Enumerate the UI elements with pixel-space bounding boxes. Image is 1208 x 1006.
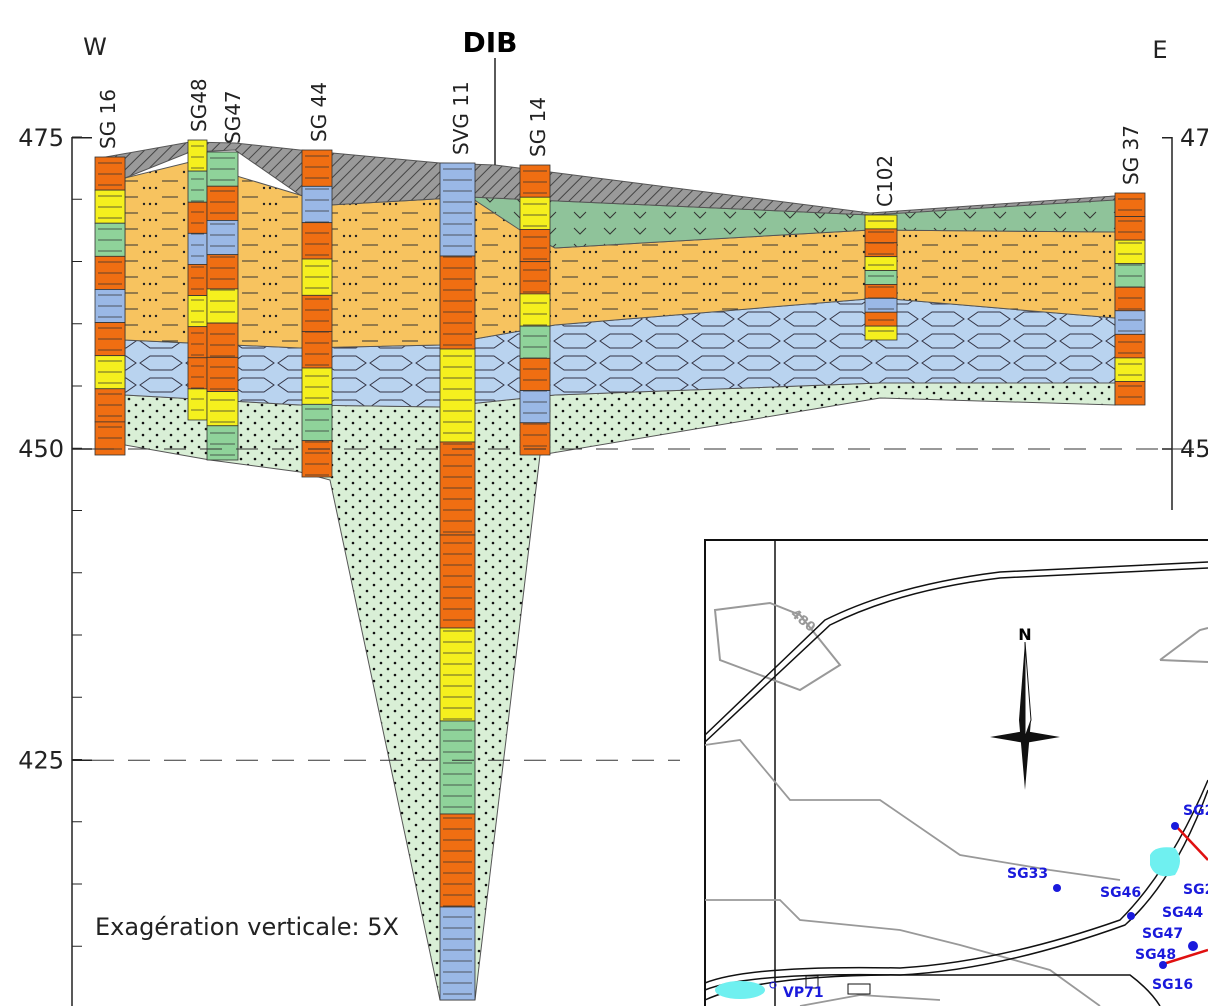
borehole-segment [187, 201, 208, 234]
borehole-segment [187, 264, 208, 296]
borehole-segment [864, 270, 898, 285]
borehole-segment [187, 170, 208, 203]
borehole-segment [519, 261, 551, 295]
map-label: SG2 [1183, 882, 1208, 898]
borehole-segment [519, 325, 551, 359]
borehole-segment [206, 425, 239, 461]
borehole-segment [187, 232, 208, 265]
borehole-label: SG 37 [1119, 125, 1143, 185]
borehole-segment [1114, 216, 1146, 241]
borehole-segment [187, 326, 208, 359]
borehole-label: SG47 [221, 90, 245, 144]
map-label: SG48 [1135, 947, 1176, 963]
borehole-segment [206, 356, 239, 392]
borehole-segment [301, 403, 333, 442]
borehole-segment [864, 311, 898, 327]
borehole-segment [187, 357, 208, 390]
title: DIB [462, 26, 517, 59]
elevation-label: 450 [1180, 435, 1208, 463]
borehole-segment [439, 162, 476, 257]
borehole-segment [1114, 381, 1146, 406]
borehole-segment [187, 388, 208, 421]
borehole-segment [864, 256, 898, 271]
note: Exagération verticale: 5X [95, 913, 399, 941]
borehole-segment [301, 331, 333, 369]
borehole-segment [301, 294, 333, 333]
borehole-segment [301, 185, 333, 224]
map-label: SG2 [1183, 803, 1208, 819]
elevation-label: 450 [18, 435, 64, 463]
borehole-segment [519, 293, 551, 327]
borehole-segment [206, 220, 239, 256]
borehole-segment [439, 720, 476, 815]
map-label: SG47 [1142, 926, 1183, 942]
borehole-segment [1114, 286, 1146, 312]
borehole-segment [301, 440, 333, 478]
borehole-segment [519, 229, 551, 263]
borehole-segment [1114, 333, 1146, 359]
borehole-segment [519, 357, 551, 391]
borehole-segment [206, 391, 239, 427]
borehole-segment [864, 325, 898, 341]
borehole-segment [439, 813, 476, 908]
borehole-segment [864, 214, 898, 230]
borehole-segment [1114, 357, 1146, 382]
borehole-label: SVG 11 [449, 81, 473, 155]
borehole-segment [439, 348, 476, 443]
west-label: W [83, 33, 107, 61]
borehole-segment [439, 534, 476, 629]
borehole-label: SG 44 [307, 82, 331, 142]
map-label: SG16 [1152, 977, 1193, 993]
borehole-segment [519, 164, 551, 198]
borehole-segment [864, 297, 898, 313]
borehole-segment [439, 255, 476, 350]
elevation-label: 425 [18, 746, 64, 774]
borehole-segment [301, 149, 333, 187]
borehole-segment [1114, 263, 1146, 288]
borehole-segment [519, 422, 551, 456]
borehole-segment [519, 196, 551, 230]
borehole-segment [439, 906, 476, 1001]
borehole-label: SG 16 [96, 89, 120, 149]
elevation-label: 475 [1180, 124, 1208, 152]
map-label: SG33 [1007, 866, 1048, 882]
borehole-segment [519, 390, 551, 424]
borehole-segment [864, 242, 898, 258]
borehole-segment [301, 367, 333, 405]
borehole-segment [439, 441, 476, 536]
borehole-segment [864, 284, 898, 299]
north-label: N [1018, 625, 1031, 644]
borehole-label: SG 14 [526, 97, 550, 157]
map-inset: N 480 SG2SG33SG46SG2SG44SG47SG48SG16VP71 [704, 539, 1208, 1006]
map-label: SG46 [1100, 885, 1141, 901]
borehole-segment [439, 627, 476, 722]
borehole-segment [1114, 239, 1146, 265]
borehole-label: C102 [873, 155, 897, 207]
borehole-segment [301, 222, 333, 260]
borehole-segment [864, 228, 898, 244]
elevation-label: 475 [18, 124, 64, 152]
borehole-segment [206, 185, 239, 221]
east-label: E [1152, 36, 1167, 64]
borehole-segment [206, 288, 239, 324]
borehole-segment [1114, 192, 1146, 217]
borehole-segment [187, 139, 208, 172]
cross-section: SG 16 SG48 SG47 SG 44 SVG 11 SG 14 C102 SG 37 [94, 78, 1146, 1001]
borehole-label: SG48 [187, 78, 211, 132]
borehole-segment [206, 254, 239, 290]
map-label: SG44 [1162, 905, 1203, 921]
borehole-segment [206, 322, 239, 358]
map-label: VP71 [783, 985, 824, 1001]
